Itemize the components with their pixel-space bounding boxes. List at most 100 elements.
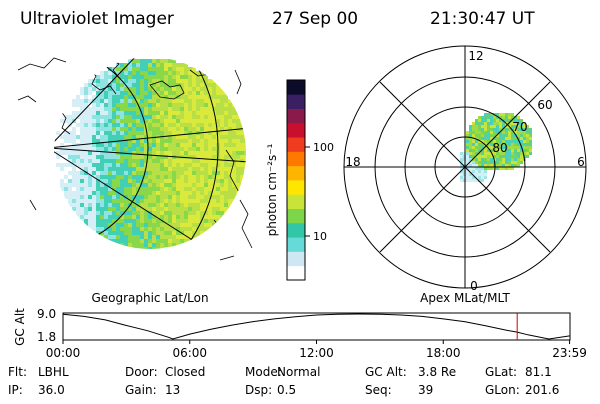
emission-pixel [104, 139, 108, 143]
emission-pixel [220, 207, 224, 211]
emission-pixel [176, 199, 180, 203]
emission-pixel [112, 95, 116, 99]
emission-pixel [228, 139, 232, 143]
emission-pixel [112, 191, 116, 195]
emission-pixel [120, 199, 124, 203]
emission-pixel [116, 183, 120, 187]
emission-pixel [156, 115, 160, 119]
emission-pixel [208, 115, 212, 119]
emission-pixel [224, 151, 228, 155]
emission-pixel [88, 163, 92, 167]
emission-pixel [164, 131, 168, 135]
emission-pixel [128, 199, 132, 203]
emission-pixel [108, 223, 112, 227]
polar-emission-pixel [502, 152, 505, 155]
emission-pixel [120, 243, 124, 247]
polar-emission-pixel [466, 134, 469, 137]
emission-pixel [108, 103, 112, 107]
emission-pixel [172, 227, 176, 231]
polar-emission-pixel [466, 149, 469, 152]
polar-emission-pixel [499, 158, 502, 161]
emission-pixel [164, 111, 168, 115]
emission-pixel [112, 167, 116, 171]
polar-emission-pixel [508, 119, 511, 122]
emission-pixel [124, 63, 128, 67]
emission-pixel [172, 67, 176, 71]
emission-pixel [220, 199, 224, 203]
emission-pixel [144, 139, 148, 143]
emission-pixel [172, 159, 176, 163]
emission-pixel [184, 179, 188, 183]
emission-pixel [120, 235, 124, 239]
emission-pixel [112, 235, 116, 239]
emission-pixel [132, 115, 136, 119]
emission-pixel [176, 87, 180, 91]
emission-pixel [236, 179, 240, 183]
emission-pixel [88, 131, 92, 135]
emission-pixel [188, 107, 192, 111]
emission-pixel [76, 183, 80, 187]
emission-pixel [176, 179, 180, 183]
emission-pixel [132, 223, 136, 227]
emission-pixel [192, 151, 196, 155]
polar-emission-pixel [493, 152, 496, 155]
polar-emission-pixel [502, 113, 505, 116]
emission-pixel [104, 151, 108, 155]
emission-pixel [132, 163, 136, 167]
emission-pixel [120, 83, 124, 87]
emission-pixel [128, 99, 132, 103]
emission-pixel [140, 175, 144, 179]
emission-pixel [152, 191, 156, 195]
emission-pixel [184, 71, 188, 75]
status-field-value: 201.6 [525, 383, 559, 397]
emission-pixel [176, 183, 180, 187]
emission-pixel [92, 135, 96, 139]
emission-pixel [188, 111, 192, 115]
emission-pixel [176, 139, 180, 143]
emission-pixel [204, 195, 208, 199]
polar-emission-pixel [496, 164, 499, 167]
emission-pixel [124, 203, 128, 207]
emission-pixel [196, 223, 200, 227]
timeline-ylabel: GC Alt [13, 308, 27, 346]
emission-pixel [76, 103, 80, 107]
polar-emission-pixel [517, 119, 520, 122]
emission-pixel [124, 235, 128, 239]
emission-pixel [68, 155, 72, 159]
polar-emission-pixel [511, 140, 514, 143]
emission-pixel [132, 175, 136, 179]
emission-pixel [180, 119, 184, 123]
polar-emission-pixel [505, 119, 508, 122]
emission-pixel [104, 107, 108, 111]
emission-pixel [200, 99, 204, 103]
emission-pixel [180, 207, 184, 211]
emission-pixel [80, 123, 84, 127]
emission-pixel [204, 207, 208, 211]
polar-emission-pixel [466, 143, 469, 146]
emission-pixel [88, 91, 92, 95]
emission-pixel [232, 187, 236, 191]
emission-pixel [92, 219, 96, 223]
emission-pixel [108, 127, 112, 131]
emission-pixel [140, 183, 144, 187]
emission-pixel [196, 187, 200, 191]
emission-pixel [232, 119, 236, 123]
emission-pixel [152, 67, 156, 71]
emission-pixel [136, 63, 140, 67]
polar-emission-pixel [520, 119, 523, 122]
polar-emission-pixel [496, 128, 499, 131]
emission-pixel [168, 59, 172, 63]
polar-emission-pixel [469, 158, 472, 161]
emission-pixel [80, 107, 84, 111]
emission-pixel [88, 147, 92, 151]
emission-pixel [152, 167, 156, 171]
emission-pixel [104, 191, 108, 195]
polar-emission-pixel [487, 161, 490, 164]
mlt-label-bottom: 0 [470, 279, 478, 293]
emission-pixel [132, 159, 136, 163]
polar-emission-pixel [484, 119, 487, 122]
emission-pixel [212, 127, 216, 131]
emission-pixel [124, 119, 128, 123]
emission-pixel [156, 143, 160, 147]
